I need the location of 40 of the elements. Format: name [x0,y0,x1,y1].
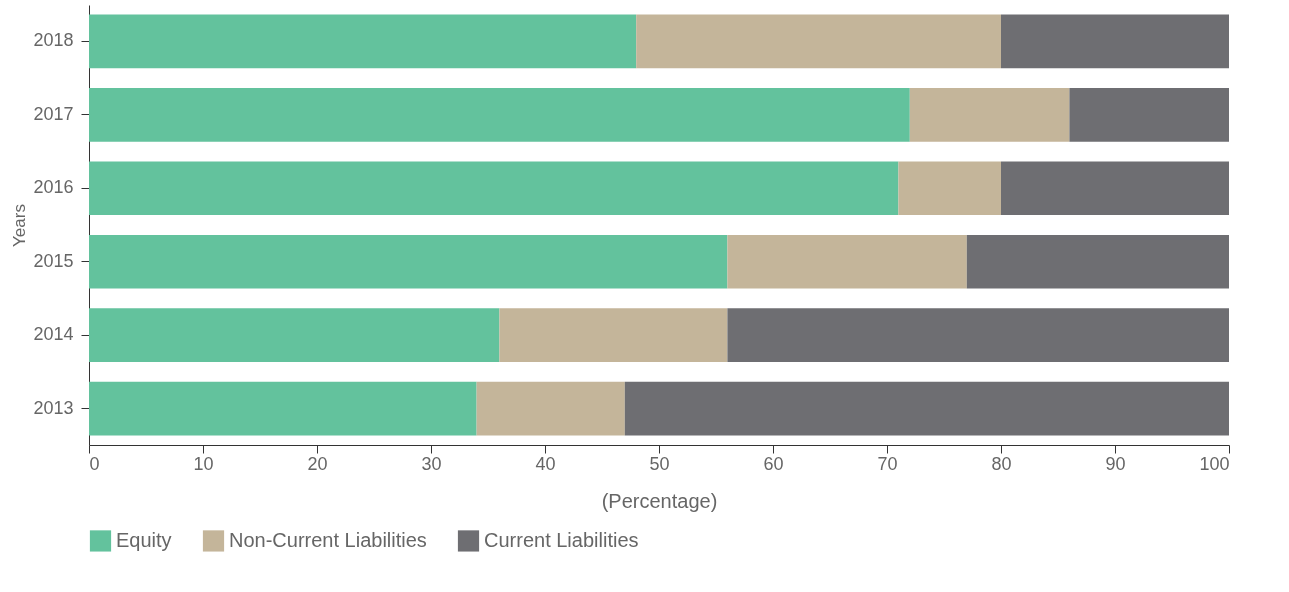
bar [499,308,728,362]
y-tick-label: 2014 [33,324,74,345]
bar [89,88,910,142]
x-tick-label: 70 [877,453,898,474]
y-tick-label: 2013 [33,397,74,418]
legend-label: Current Liabilities [484,528,639,551]
x-tick-label: 60 [763,453,784,474]
x-tick-label: 20 [307,453,328,474]
bar [89,14,637,69]
bar [89,381,477,436]
bar [909,88,1070,142]
bar [727,308,1229,362]
x-tick-label: 0 [89,453,100,474]
bar [727,234,967,289]
x-tick-label: 100 [1199,453,1230,474]
x-tick-label: 10 [193,453,214,474]
bar [1001,14,1229,69]
y-tick-label: 2016 [33,177,74,198]
bar [624,381,1229,436]
x-tick-label: 30 [421,453,442,474]
x-tick-label: 80 [991,453,1012,474]
bar [89,234,728,289]
bar [476,381,625,436]
bar [966,234,1229,289]
bar [1001,161,1229,216]
bar [636,14,1001,69]
x-tick-label: 40 [535,453,556,474]
x-axis-title: (Percentage) [601,489,718,512]
x-tick-label: 90 [1105,453,1126,474]
legend-label: Non-Current Liabilities [229,528,427,551]
y-tick-label: 2017 [33,103,74,124]
bar [89,308,500,362]
bar [898,161,1001,216]
bar [1069,88,1229,142]
x-tick-label: 50 [649,453,670,474]
legend-label: Equity [116,528,172,551]
bar [89,161,899,216]
y-tick-label: 2015 [33,250,74,271]
y-tick-label: 2018 [33,30,74,51]
y-axis-title: Years [10,204,30,247]
